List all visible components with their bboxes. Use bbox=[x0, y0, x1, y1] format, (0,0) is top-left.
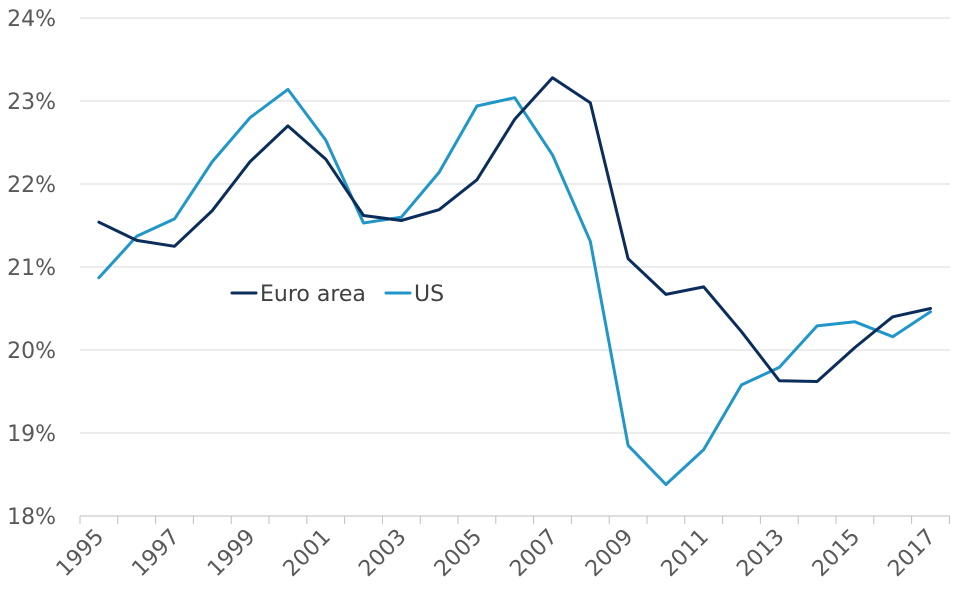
x-tick-label: 2007 bbox=[505, 525, 562, 582]
x-tick-label: 1997 bbox=[127, 525, 184, 582]
x-tick-label: 2003 bbox=[354, 525, 411, 582]
x-tick-label: 2001 bbox=[279, 525, 336, 582]
x-axis-tick-labels: 1995 1997 1999 2001 2003 2005 2007 2009 2011 2013… bbox=[52, 525, 941, 582]
y-tick-label: 21% bbox=[7, 256, 56, 281]
x-tick-label: 2017 bbox=[883, 525, 940, 582]
y-tick-label: 18% bbox=[7, 505, 56, 530]
series-line-euro-area bbox=[97, 76, 932, 383]
x-tick-label: 1995 bbox=[52, 525, 109, 582]
y-tick-label: 22% bbox=[7, 173, 56, 198]
x-tick-label: 2005 bbox=[430, 525, 487, 582]
legend-label-euro-area: Euro area bbox=[260, 282, 366, 307]
y-axis-tick-labels: 18% 19% 20% 21% 22% 23% 24% bbox=[7, 7, 56, 530]
y-tick-label: 20% bbox=[7, 339, 56, 364]
y-tick-label: 24% bbox=[7, 7, 56, 32]
x-tick-label: 2011 bbox=[657, 525, 714, 582]
y-tick-label: 19% bbox=[7, 422, 56, 447]
x-tick-label: 2009 bbox=[581, 525, 638, 582]
grid-lines bbox=[80, 17, 950, 434]
legend: Euro area US bbox=[230, 282, 444, 307]
x-tick-label: 1999 bbox=[203, 525, 260, 582]
x-tick-label: 2015 bbox=[808, 525, 865, 582]
series-lines bbox=[97, 76, 932, 486]
series-line-us bbox=[97, 87, 932, 486]
x-axis bbox=[79, 515, 950, 524]
legend-label-us: US bbox=[414, 282, 444, 307]
x-tick-label: 2013 bbox=[732, 525, 789, 582]
y-tick-label: 23% bbox=[7, 90, 56, 115]
